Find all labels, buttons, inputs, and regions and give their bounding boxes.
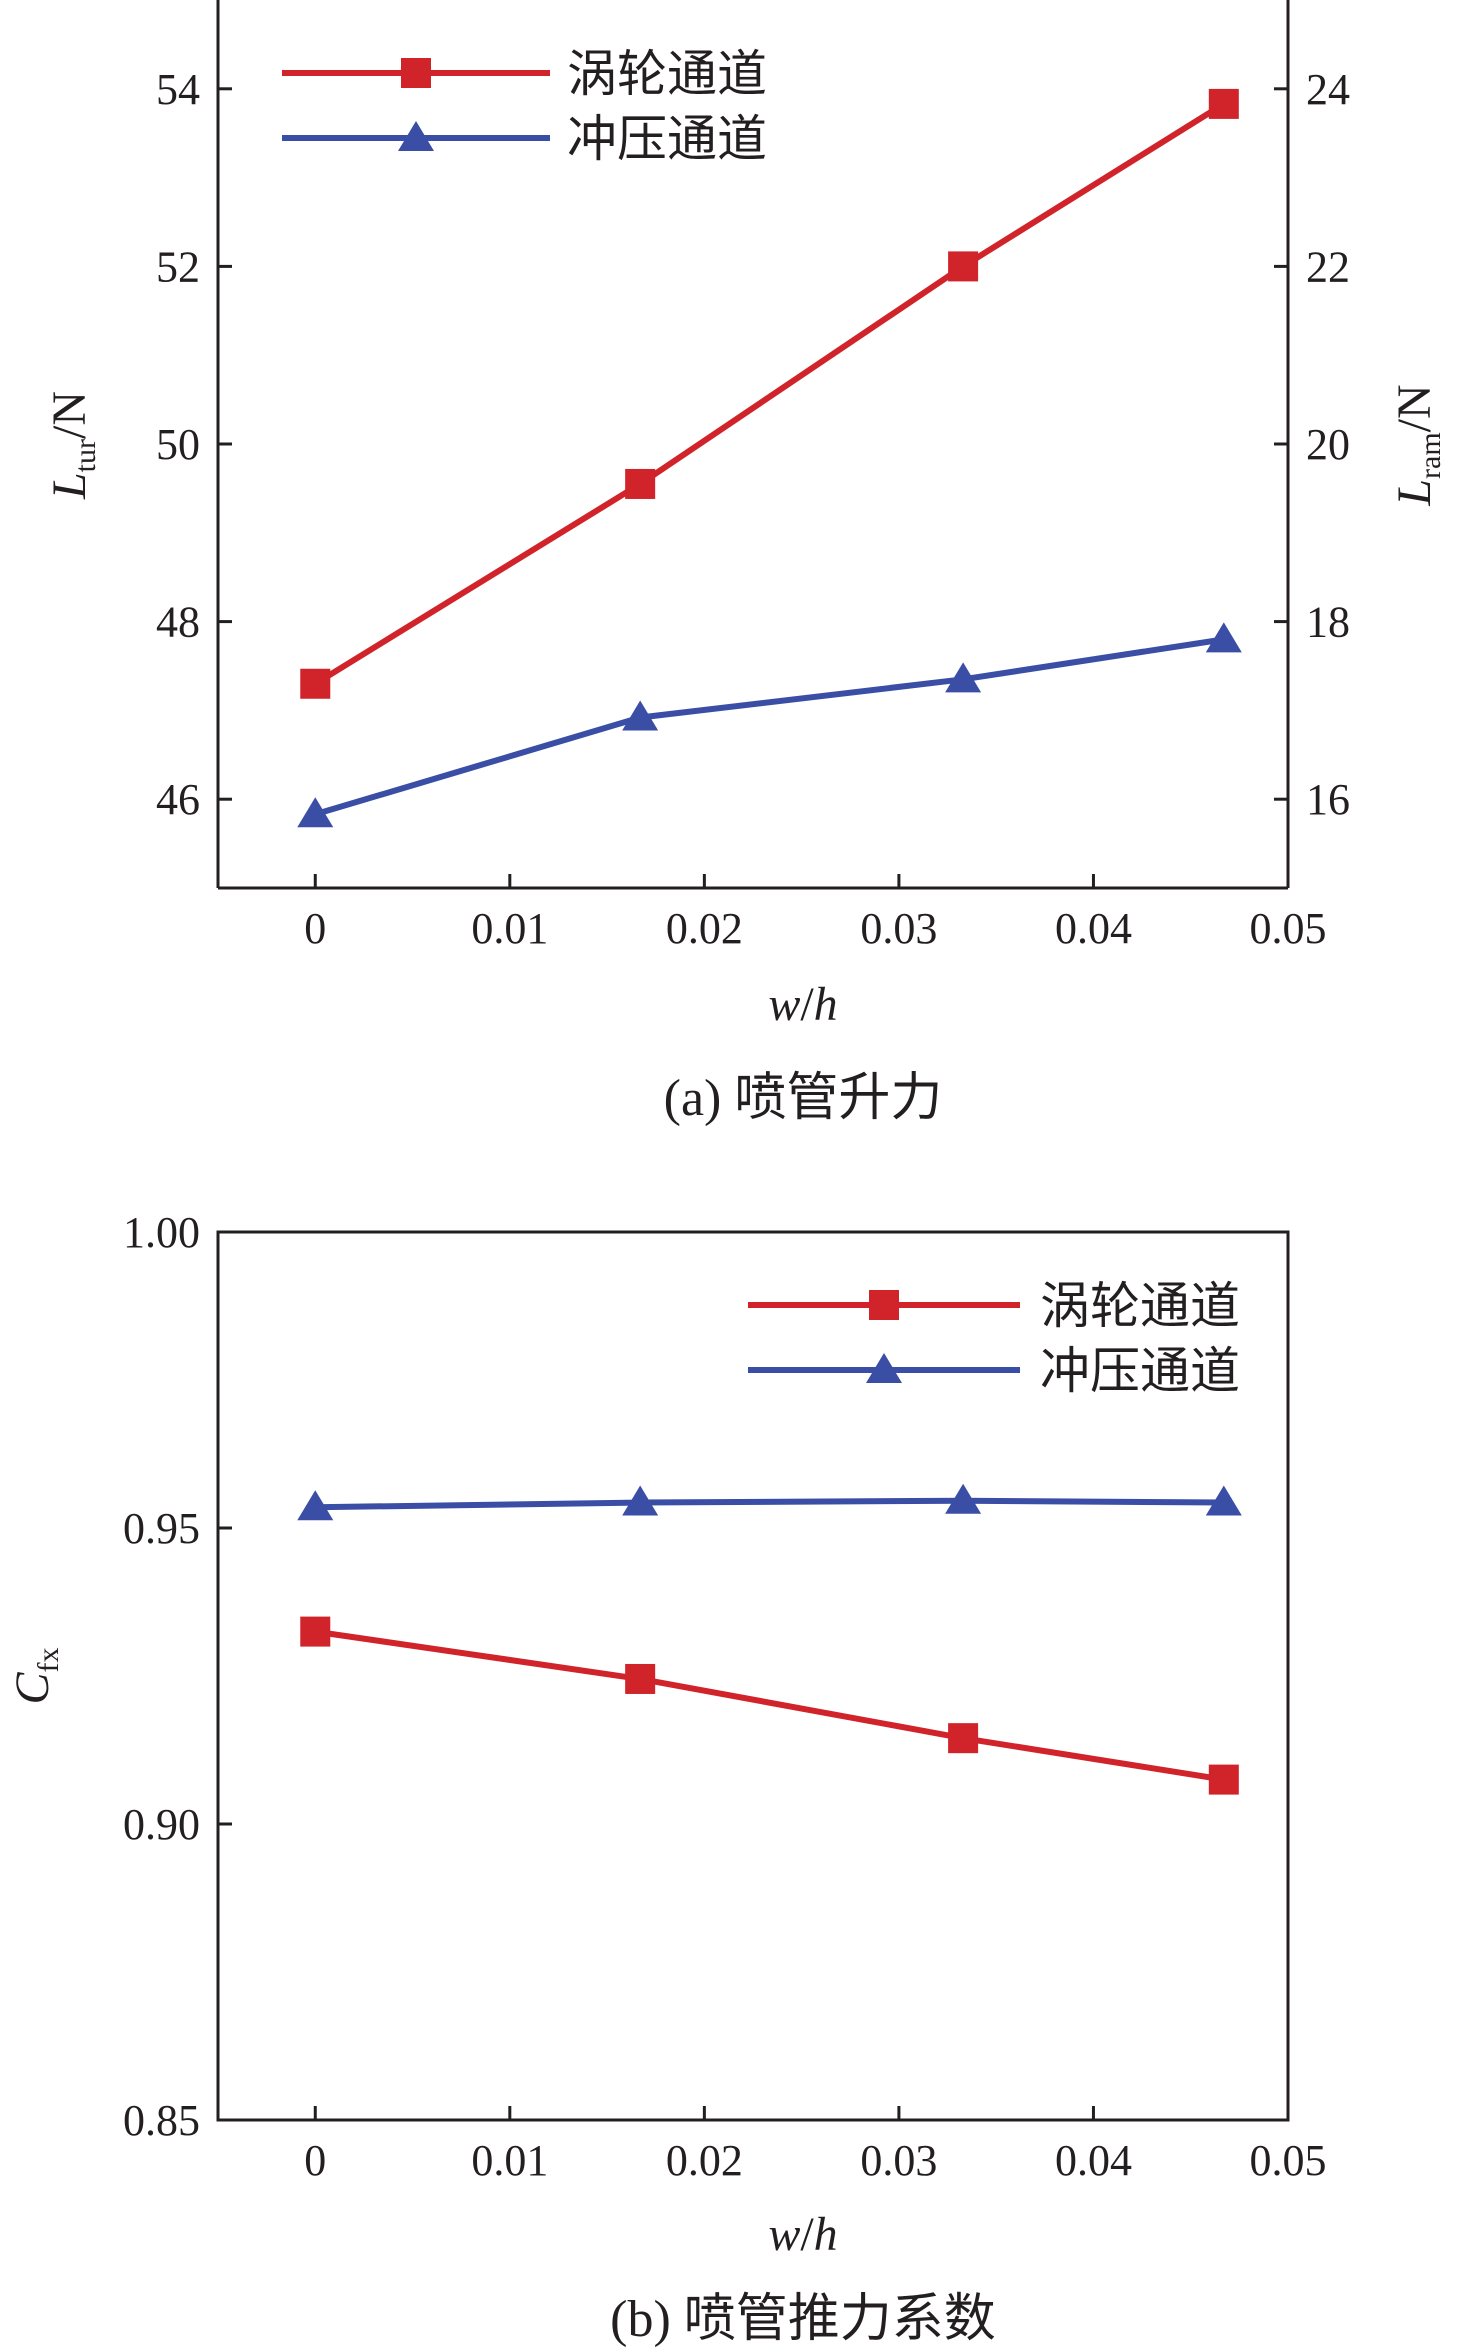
data-point	[1205, 622, 1242, 653]
lift-chart: 0 0.01 0.02 0.03 0.04 0.05 46 48 50 52 54 16 18 20 2…	[43, 0, 1447, 1127]
series-line	[315, 1497, 1224, 1511]
x-tick-label: 0	[304, 904, 326, 953]
data-point	[945, 1483, 982, 1514]
series-line	[313, 101, 1226, 687]
legend-label: 冲压通道	[1040, 1343, 1240, 1399]
legend-item: 涡轮通道	[282, 46, 767, 102]
y-right-tick-label: 16	[1306, 775, 1350, 824]
x-tick-label: 0.03	[860, 2136, 937, 2185]
series-line	[314, 1628, 1225, 1783]
y-left-axis-label: Cfx	[6, 1647, 65, 1704]
data-point	[1205, 1485, 1242, 1516]
data-point	[948, 1723, 979, 1754]
legend-marker	[869, 1290, 899, 1320]
data-point	[300, 1616, 331, 1647]
data-point	[297, 1490, 334, 1521]
y-left-tick-label: 0.85	[123, 2096, 200, 2145]
data-point	[1208, 88, 1239, 119]
series-layer	[297, 88, 1242, 828]
legend-label: 冲压通道	[567, 111, 767, 167]
y-right-tick-labels: 16 18 20 22 24	[1306, 65, 1350, 824]
y-right-tick-label: 18	[1306, 598, 1350, 647]
y-left-tick-labels: 0.85 0.90 0.95 1.00	[123, 1208, 200, 2145]
y-left-tick-label: 52	[156, 242, 200, 291]
data-point	[300, 668, 331, 699]
data-point	[622, 1485, 659, 1516]
x-tick-label: 0.04	[1055, 2136, 1132, 2185]
series-ram-channel	[297, 622, 1242, 828]
plot-frame	[216, 1230, 1290, 2122]
x-tick-label: 0.03	[860, 904, 937, 953]
data-point	[625, 1663, 656, 1694]
thrust-coefficient-chart: 0 0.01 0.02 0.03 0.04 0.05 0.85 0.90 0.95 1.00 涡…	[6, 1208, 1327, 2348]
tick-marks	[218, 87, 1290, 888]
legend-marker	[398, 121, 434, 151]
data-point	[1208, 1764, 1239, 1795]
y-left-tick-label: 54	[156, 65, 200, 114]
legend-label: 涡轮通道	[1040, 1278, 1240, 1334]
legend-item: 冲压通道	[282, 111, 767, 167]
data-point	[945, 662, 982, 693]
x-tick-label: 0	[304, 2136, 326, 2185]
y-right-tick-label: 24	[1306, 65, 1350, 114]
x-axis-label: w/h	[768, 2208, 837, 2261]
x-tick-label: 0.02	[666, 2136, 743, 2185]
series-layer	[297, 1483, 1242, 1795]
data-point	[622, 700, 659, 731]
y-left-tick-label: 1.00	[123, 1208, 200, 1257]
x-tick-labels: 0 0.01 0.02 0.03 0.04 0.05	[304, 904, 1326, 953]
x-tick-label: 0.05	[1250, 2136, 1327, 2185]
y-left-axis-label: Ltur/N	[43, 391, 102, 500]
series-turbine-channel	[300, 1616, 1239, 1795]
legend-item: 冲压通道	[748, 1343, 1240, 1399]
tick-marks	[218, 1230, 1290, 2122]
data-point	[625, 468, 656, 499]
x-tick-label: 0.01	[471, 2136, 548, 2185]
y-left-tick-label: 50	[156, 420, 200, 469]
legend-marker	[401, 58, 431, 88]
x-tick-label: 0.01	[471, 904, 548, 953]
y-right-tick-label: 20	[1306, 420, 1350, 469]
series-line	[314, 636, 1225, 818]
series-ram-channel	[297, 1483, 1242, 1521]
data-point	[948, 251, 979, 282]
y-left-tick-label: 0.95	[123, 1504, 200, 1553]
y-right-axis-label: Lram/N	[1388, 384, 1447, 506]
y-right-tick-label: 22	[1306, 242, 1350, 291]
y-left-tick-label: 48	[156, 598, 200, 647]
legend-item: 涡轮通道	[748, 1278, 1240, 1334]
chart-caption: (a) 喷管升力	[664, 1070, 943, 1127]
data-point	[297, 797, 334, 828]
x-tick-label: 0.05	[1250, 904, 1327, 953]
y-left-tick-label: 0.90	[123, 1800, 200, 1849]
x-axis-label: w/h	[768, 978, 837, 1031]
legend-label: 涡轮通道	[567, 46, 767, 102]
legend-marker	[866, 1353, 902, 1383]
x-tick-labels: 0 0.01 0.02 0.03 0.04 0.05	[304, 2136, 1326, 2185]
y-left-tick-label: 46	[156, 775, 200, 824]
y-left-tick-labels: 46 48 50 52 54	[156, 65, 200, 824]
chart-caption: (b) 喷管推力系数	[610, 2291, 996, 2348]
x-tick-label: 0.02	[666, 904, 743, 953]
x-tick-label: 0.04	[1055, 904, 1132, 953]
series-turbine-channel	[300, 88, 1239, 699]
